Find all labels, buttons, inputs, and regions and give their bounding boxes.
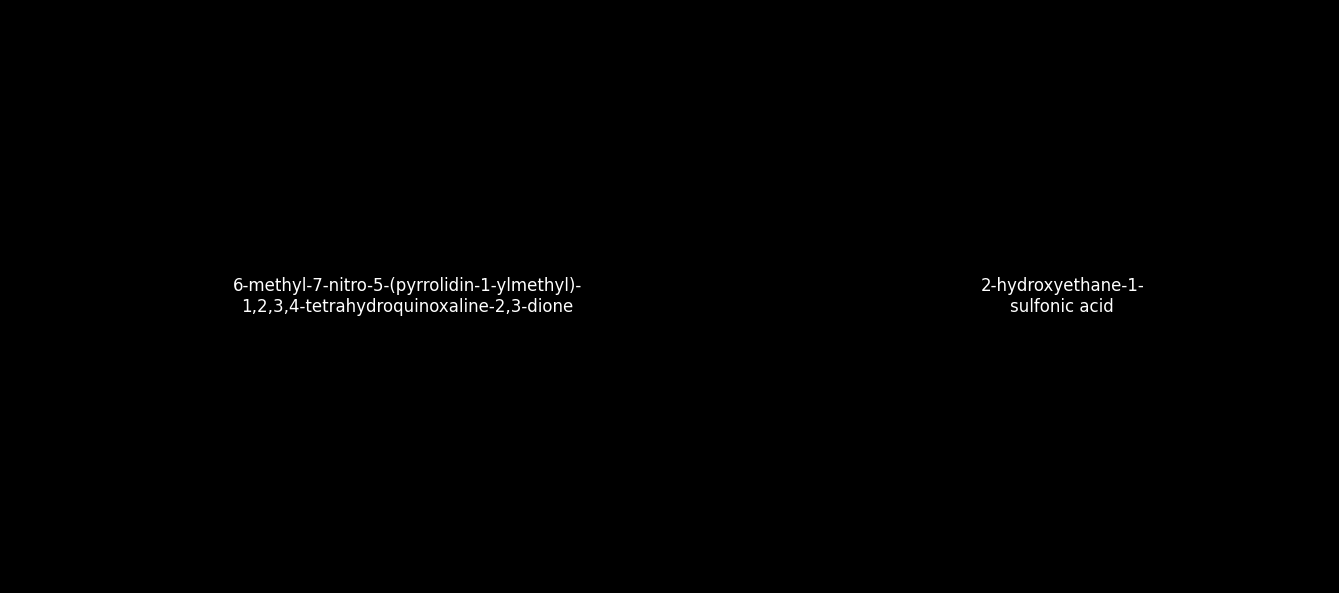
Text: 6-methyl-7-nitro-5-(pyrrolidin-1-ylmethyl)-
1,2,3,4-tetrahydroquinoxaline-2,3-di: 6-methyl-7-nitro-5-(pyrrolidin-1-ylmethy… [233,277,582,316]
Text: 2-hydroxyethane-1-
sulfonic acid: 2-hydroxyethane-1- sulfonic acid [980,277,1144,316]
